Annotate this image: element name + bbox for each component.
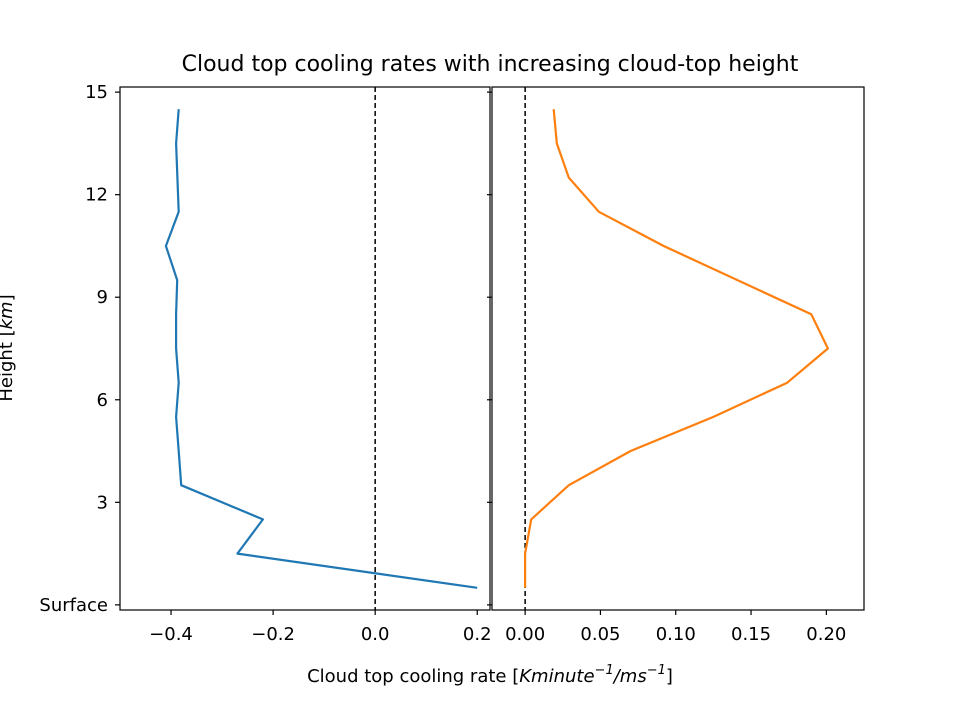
x-tick-label: 0.00 [505, 624, 545, 645]
x-tick-label: −0.4 [149, 624, 193, 645]
x-tick-label: 0.05 [580, 624, 620, 645]
y-tick-label: 15 [85, 82, 108, 103]
x-tick-label: 0.20 [806, 624, 846, 645]
x-tick-label: 0.15 [731, 624, 771, 645]
y-tick-label: 12 [85, 185, 108, 206]
y-tick-label: Surface [39, 595, 108, 616]
axes-frame [119, 86, 491, 611]
x-axis-label: Cloud top cooling rate [Kminute−1/ms−1] [307, 663, 673, 687]
series-line-right [523, 109, 830, 588]
y-tick-label: 6 [97, 390, 108, 411]
x-tick-label: −0.2 [251, 624, 295, 645]
x-tick-label: 0.10 [656, 624, 696, 645]
series-line-left [164, 109, 478, 589]
y-tick-label: 9 [97, 287, 108, 308]
y-axis-label: Height [km] [0, 294, 17, 401]
x-tick-label: 0.0 [361, 624, 390, 645]
left-panel: −0.4 −0.2 0.0 0.2 Surface 3 6 9 12 15 [39, 82, 491, 645]
axes-frame [491, 86, 865, 611]
chart-title: Cloud top cooling rates with increasing … [182, 52, 799, 77]
x-tick-label: 0.2 [463, 624, 492, 645]
right-panel: 0.00 0.05 0.10 0.15 0.20 [487, 86, 865, 645]
y-tick-label: 3 [97, 492, 108, 513]
